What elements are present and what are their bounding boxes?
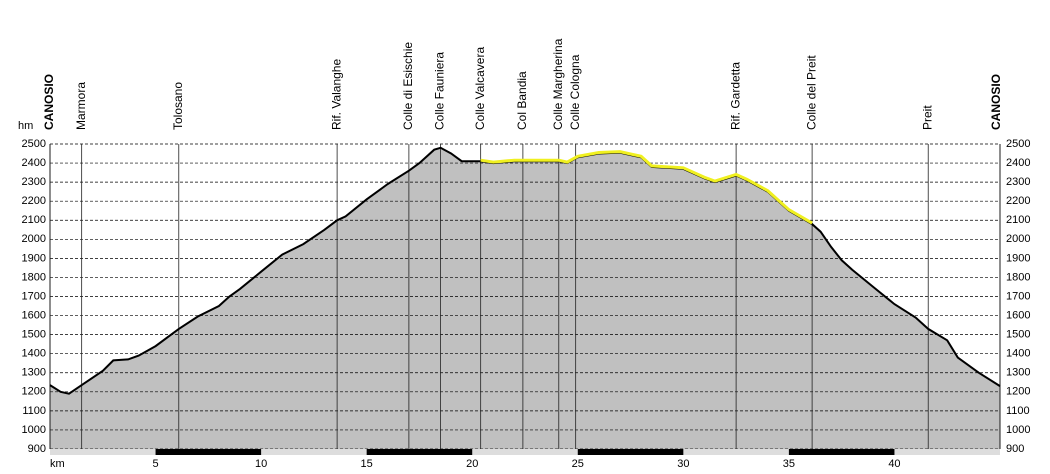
waypoint-label: Colle Margherina [551,38,565,130]
y-tick-label-right: 900 [1006,443,1024,455]
y-tick-label-right: 1500 [1006,329,1030,341]
x-tick-label: 20 [466,458,478,470]
y-tick-label-right: 1000 [1006,424,1030,436]
y-tick-label: 2400 [22,157,46,169]
y-tick-label-right: 2300 [1006,176,1030,188]
waypoint-label: Colle di Esischie [401,42,415,130]
waypoint-label: Col Bandia [515,71,529,130]
y-tick-label: 2000 [22,233,46,245]
y-tick-label-right: 1200 [1006,386,1030,398]
waypoint-label: Colle Cologna [568,54,582,130]
x-tick-label: 10 [255,458,267,470]
y-tick-label: 900 [28,443,46,455]
y-tick-label: 2500 [22,138,46,150]
km-band-segment [366,449,473,455]
y-tick-label-right: 2200 [1006,195,1030,207]
waypoint-label: Rif. Valanghe [329,59,343,130]
x-tick-label: 40 [888,458,900,470]
y-tick-label: 1200 [22,386,46,398]
y-tick-label: 2200 [22,195,46,207]
waypoint-label: Rif. Gardetta [728,62,742,130]
x-tick-label: 25 [572,458,584,470]
y-axis-label: hm [18,120,33,132]
x-tick-label: 5 [152,458,158,470]
y-tick-label-right: 1900 [1006,252,1030,264]
y-tick-label-right: 1400 [1006,348,1030,360]
y-tick-label: 1300 [22,367,46,379]
y-tick-label: 1600 [22,309,46,321]
y-tick-label: 1000 [22,424,46,436]
profile-area [50,147,1000,450]
y-tick-label-right: 1100 [1006,405,1030,417]
y-tick-label: 2100 [22,214,46,226]
waypoint-label: Tolosano [171,82,185,130]
y-tick-label-right: 2100 [1006,214,1030,226]
y-tick-label: 1900 [22,252,46,264]
y-tick-label: 1400 [22,348,46,360]
waypoint-label: Colle Valcavera [473,47,487,130]
x-tick-label: 35 [783,458,795,470]
y-tick-label: 1500 [22,329,46,341]
waypoint-label: Colle del Preit [804,55,818,130]
x-tick-label: 15 [361,458,373,470]
km-band-segment [788,449,895,455]
y-tick-label: 1700 [22,290,46,302]
y-tick-label-right: 1800 [1006,271,1030,283]
y-tick-label-right: 2500 [1006,138,1030,150]
y-tick-label-right: 1300 [1006,367,1030,379]
waypoint-label: Marmora [74,82,88,130]
y-tick-label: 1800 [22,271,46,283]
y-tick-label-right: 1600 [1006,309,1030,321]
highlight-line [480,150,813,225]
waypoint-label: Preit [920,105,934,130]
y-tick-label-right: 2400 [1006,157,1030,169]
waypoint-label: Colle Fauniera [433,52,447,130]
y-tick-label-right: 1700 [1006,290,1030,302]
waypoint-label: CANOSIO [42,74,56,130]
y-tick-label-right: 2000 [1006,233,1030,245]
waypoint-label: CANOSIO [989,74,1003,130]
x-tick-label: 30 [677,458,689,470]
km-band-segment [155,449,262,455]
y-tick-label: 1100 [22,405,46,417]
y-tick-label: 2300 [22,176,46,188]
km-band-segment [577,449,684,455]
x-axis-label: km [50,458,65,470]
km-band [50,449,1000,455]
